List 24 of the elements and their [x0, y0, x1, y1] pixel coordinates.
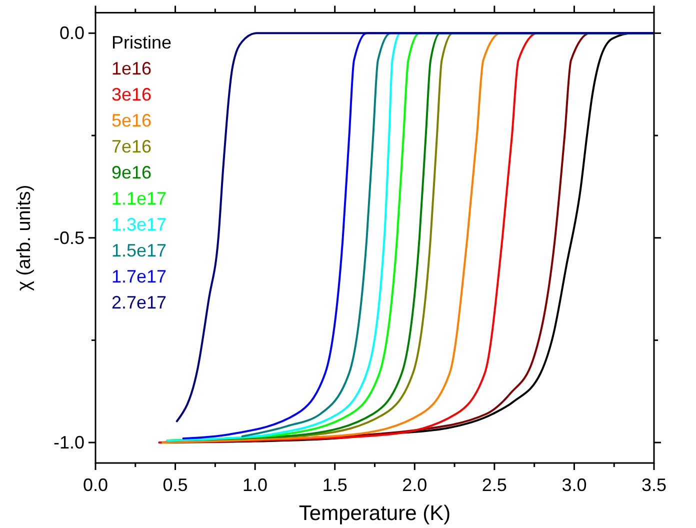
legend-label: Pristine: [112, 32, 172, 53]
text: 1.5e17: [112, 240, 167, 261]
text: 2.7e17: [112, 292, 167, 313]
x-tick-label: 3.5: [641, 475, 667, 495]
x-tick-label: 3.0: [562, 475, 587, 495]
x-tick-label: 1.5: [322, 475, 348, 495]
text: 1.1e17: [112, 188, 167, 209]
x-tick-label: 0.5: [162, 475, 188, 495]
x-axis-title: Temperature (K): [298, 502, 451, 525]
x-tick-label: 2.5: [482, 475, 507, 495]
text: 9e16: [112, 162, 152, 183]
text: 3e16: [112, 84, 152, 105]
y-tick-label: 0.0: [59, 23, 84, 44]
text: 7e16: [112, 136, 152, 157]
y-tick-label: -1.0: [53, 432, 84, 453]
x-tick-label: 1.0: [242, 475, 268, 495]
text: 1.7e17: [112, 266, 167, 287]
y-tick-label: -0.5: [53, 228, 84, 248]
y-axis-title: χ (arb. units): [14, 184, 35, 291]
text: 5e16: [112, 110, 152, 131]
text: 1e16: [112, 58, 152, 79]
x-tick-label: 2.0: [402, 475, 428, 495]
x-tick-label: 0.0: [82, 475, 108, 495]
text: 1.3e17: [112, 214, 167, 235]
